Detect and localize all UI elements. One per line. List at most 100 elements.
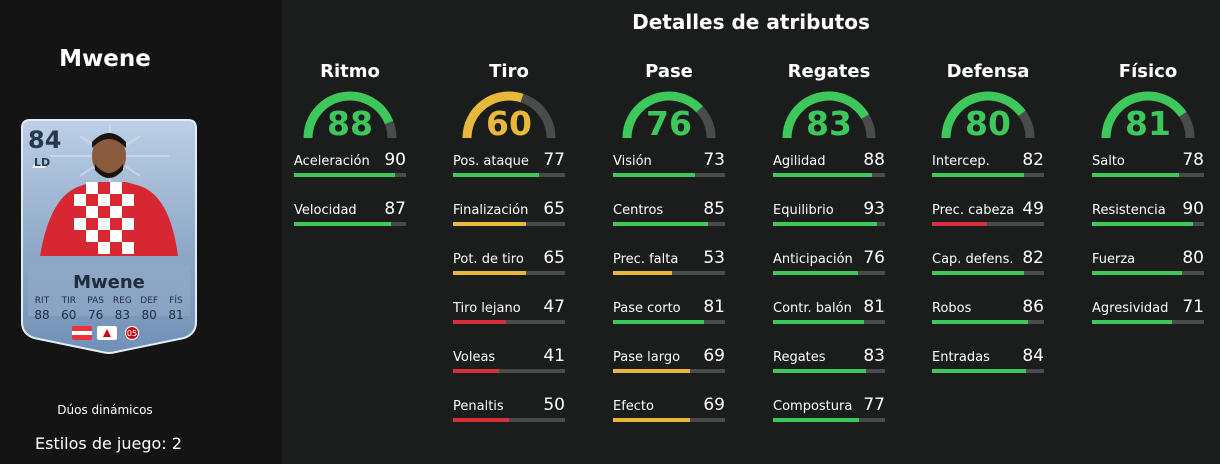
gauge-track (520, 93, 556, 139)
club-crest-icon: 05 (125, 326, 139, 340)
stat-list: Aceleración 90 Velocidad 87 (294, 150, 406, 252)
stat-row[interactable]: Penaltis 50 (453, 395, 565, 448)
stat-row[interactable]: Anticipación 76 (773, 248, 885, 301)
category-value: 76 (646, 104, 692, 143)
stat-value: 88 (863, 150, 885, 170)
player-name: Mwene (59, 46, 151, 72)
stat-row[interactable]: Contr. balón 81 (773, 297, 885, 350)
stat-row[interactable]: Pase corto 81 (613, 297, 725, 350)
stat-row[interactable]: Visión 73 (613, 150, 725, 203)
stat-row[interactable]: Salto 78 (1092, 150, 1204, 203)
stat-row[interactable]: Prec. falta 53 (613, 248, 725, 301)
stat-value: 49 (1022, 199, 1044, 219)
stat-row[interactable]: Tiro lejano 47 (453, 297, 565, 350)
card-background (21, 119, 197, 354)
stat-row[interactable]: Pos. ataque 77 (453, 150, 565, 203)
stat-value: 77 (543, 150, 565, 170)
stat-bar (453, 369, 565, 373)
gauge-track (1178, 111, 1195, 139)
stat-row[interactable]: Finalización 65 (453, 199, 565, 252)
stat-value: 69 (703, 395, 725, 415)
category-title: Pase (645, 61, 693, 82)
stat-row[interactable]: Centros 85 (613, 199, 725, 252)
stat-value: 87 (384, 199, 406, 219)
stat-value: 41 (543, 346, 565, 366)
stat-label: Agilidad (773, 154, 826, 169)
gauge-fill (303, 91, 394, 139)
stat-row[interactable]: Agilidad 88 (773, 150, 885, 203)
stat-row[interactable]: Compostura 77 (773, 395, 885, 448)
stat-row[interactable]: Regates 83 (773, 346, 885, 399)
stat-row[interactable]: Intercep. 82 (932, 150, 1044, 203)
stat-bar (294, 222, 406, 226)
stat-row[interactable]: Pot. de tiro 65 (453, 248, 565, 301)
boot-icon (32, 164, 46, 168)
stat-label: Tiro lejano (453, 301, 521, 316)
stat-bar (932, 173, 1044, 177)
stat-label: Pos. ataque (453, 154, 529, 169)
stat-row[interactable]: Agresividad 71 (1092, 297, 1204, 350)
stat-bar (1092, 222, 1204, 226)
category-value: 80 (965, 104, 1011, 143)
stat-bar (932, 222, 1044, 226)
nation-flag-icon (72, 326, 92, 340)
stat-bar-fill (1092, 271, 1182, 275)
stat-value: 90 (1182, 199, 1204, 219)
stat-bar (773, 222, 885, 226)
stat-row[interactable]: Cap. defens. 82 (932, 248, 1044, 301)
card-stat: REG 83 (112, 296, 132, 322)
stat-row[interactable]: Resistencia 90 (1092, 199, 1204, 252)
stat-bar-fill (1092, 222, 1193, 226)
stat-list: Salto 78 Resistencia 90 Fuerza 80 Agresividad 7… (1092, 150, 1204, 350)
stat-value: 71 (1182, 297, 1204, 317)
stat-label: Velocidad (294, 203, 357, 218)
stat-label: Penaltis (453, 399, 504, 414)
stat-bar-fill (932, 369, 1027, 373)
stat-bar-fill (613, 369, 691, 373)
stat-bar-fill (932, 320, 1029, 324)
stat-label: Visión (613, 154, 652, 169)
stat-label: Contr. balón (773, 301, 852, 316)
stat-label: Intercep. (932, 154, 990, 169)
stat-row[interactable]: Voleas 41 (453, 346, 565, 399)
stat-bar (1092, 173, 1204, 177)
stat-value: 78 (1182, 150, 1204, 170)
player-panel: Mwene (0, 0, 282, 464)
stat-row[interactable]: Pase largo 69 (613, 346, 725, 399)
stat-bar-fill (613, 418, 691, 422)
playstyles-label[interactable]: Estilos de juego: 2 (35, 434, 182, 453)
category-title: Tiro (489, 61, 529, 82)
stat-label: Finalización (453, 203, 529, 218)
stat-list: Agilidad 88 Equilibrio 93 Anticipación 76 Cont… (773, 150, 885, 448)
stat-bar (453, 271, 565, 275)
stat-row[interactable]: Velocidad 87 (294, 199, 406, 252)
stat-bar (1092, 320, 1204, 324)
stat-bar-fill (294, 222, 392, 226)
stat-bar (453, 222, 565, 226)
stat-row[interactable]: Equilibrio 93 (773, 199, 885, 252)
stat-label: Salto (1092, 154, 1125, 169)
stat-row[interactable]: Robos 86 (932, 297, 1044, 350)
stat-label: Robos (932, 301, 972, 316)
stat-row[interactable]: Entradas 84 (932, 346, 1044, 399)
stat-bar (773, 418, 885, 422)
stat-label: Pase corto (613, 301, 681, 316)
stat-label: Pot. de tiro (453, 252, 524, 267)
stat-list: Pos. ataque 77 Finalización 65 Pot. de tiro 6… (453, 150, 565, 448)
stat-row[interactable]: Efecto 69 (613, 395, 725, 448)
stat-bar-fill (932, 222, 987, 226)
player-card[interactable]: 84 LD Mwene RIT 88 TIR 60 PAS 76 REG 83 DEF 8… (20, 116, 198, 354)
stat-value: 85 (703, 199, 725, 219)
category-value: 81 (1125, 104, 1171, 143)
category-3: Regates 83 Agilidad 88 Equilibrio 93 Anticipac… (773, 60, 885, 448)
stat-value: 47 (543, 297, 565, 317)
stat-bar (932, 271, 1044, 275)
stat-value: 76 (863, 248, 885, 268)
stat-row[interactable]: Fuerza 80 (1092, 248, 1204, 301)
stat-row[interactable]: Aceleración 90 (294, 150, 406, 203)
stat-value: 73 (703, 150, 725, 170)
category-1: Tiro 60 Pos. ataque 77 Finalización 65 Pot. de… (453, 60, 565, 448)
category-title: Regates (787, 61, 871, 82)
stat-row[interactable]: Prec. cabeza 49 (932, 199, 1044, 252)
category-4: Defensa 80 Intercep. 82 Prec. cabeza 49 Cap. d… (932, 60, 1044, 399)
